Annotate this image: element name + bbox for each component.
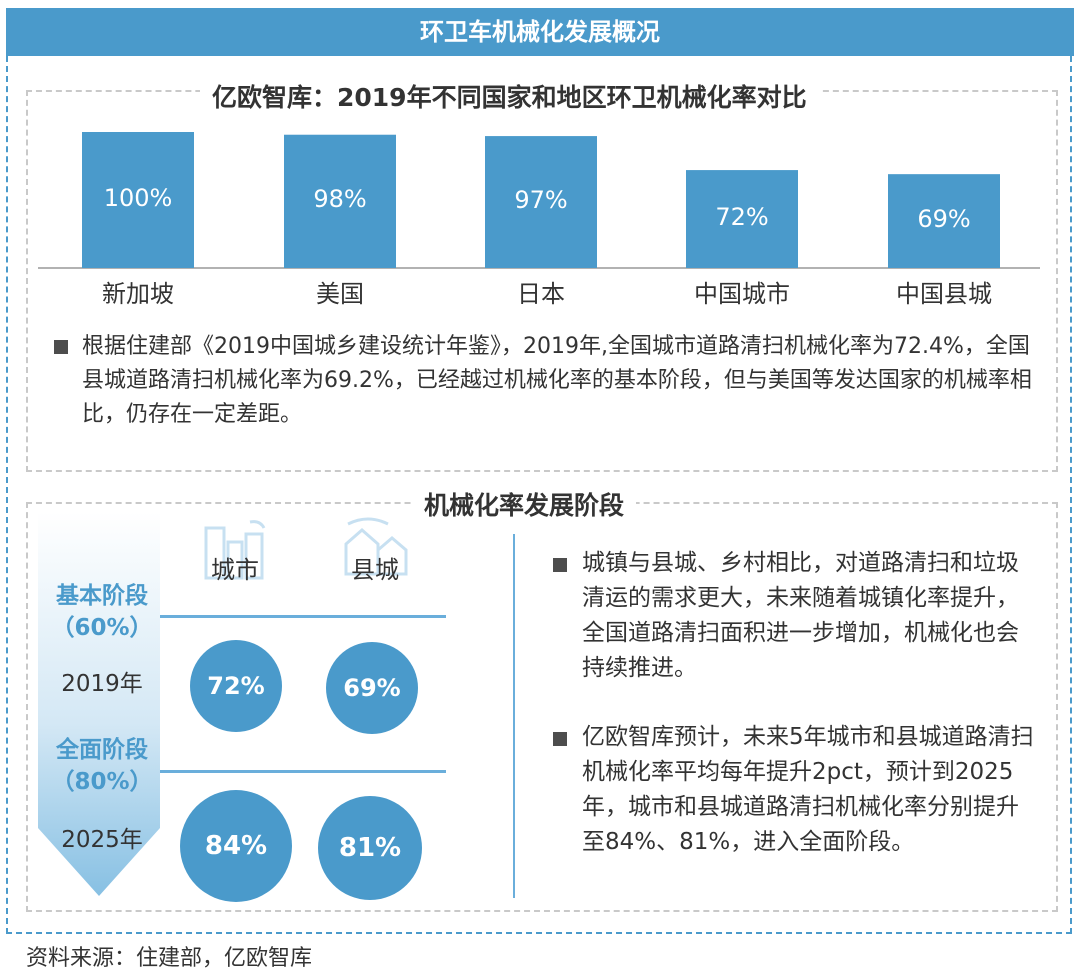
column-head-city: 城市 bbox=[211, 556, 259, 584]
bar-3 bbox=[686, 170, 798, 268]
rate-circle-city-0: 72% bbox=[190, 640, 282, 732]
rate-circle-county-0: 69% bbox=[326, 642, 418, 734]
panel-divider bbox=[513, 534, 515, 898]
page-banner: 环卫车机械化发展概况 bbox=[6, 8, 1074, 56]
stages-panel-title: 机械化率发展阶段 bbox=[412, 486, 637, 522]
bar-1 bbox=[284, 134, 396, 268]
bar-value-label-3: 72% bbox=[715, 203, 769, 232]
stage-divider-basic bbox=[160, 615, 446, 618]
rate-circle-city-1: 84% bbox=[180, 790, 292, 902]
county-houses-icon bbox=[344, 517, 408, 576]
rate-circle-county-1: 81% bbox=[318, 796, 422, 900]
bar-chart bbox=[38, 132, 1040, 269]
column-head-county: 县城 bbox=[351, 556, 399, 584]
forecast-bullet-1 bbox=[553, 558, 567, 572]
stage-arrow bbox=[38, 512, 160, 896]
source-note: 资料来源：住建部，亿欧智库 bbox=[26, 946, 313, 971]
forecast-text-2: 亿欧智库预计，未来5年城市和县城道路清扫机械化率平均每年提升2pct，预计到20… bbox=[582, 724, 1034, 855]
bar-value-label-1: 98% bbox=[313, 185, 367, 214]
forecast-bullet-2 bbox=[553, 732, 567, 746]
stage-divider-full bbox=[160, 770, 446, 773]
comparison-panel-title: 亿欧智库：2019年不同国家和地区环卫机械化率对比 bbox=[200, 78, 819, 114]
note-bullet bbox=[54, 340, 68, 354]
stage-year-basic: 2019年 bbox=[61, 671, 143, 697]
stage-target-basic: （60%） bbox=[51, 615, 153, 641]
bar-0 bbox=[82, 132, 194, 268]
category-label-0: 新加坡 bbox=[102, 280, 174, 308]
bar-4 bbox=[888, 174, 1000, 268]
bar-value-label-0: 100% bbox=[103, 184, 173, 212]
stage-name-full: 全面阶段 bbox=[56, 737, 148, 763]
category-label-4: 中国县城 bbox=[896, 280, 992, 308]
forecast-text-1: 城镇与县城、乡村相比，对道路清扫和垃圾清运的需求更大，未来随着城镇化率提升，全国… bbox=[582, 550, 1019, 681]
bar-2 bbox=[485, 136, 597, 268]
comparison-note: 根据住建部《2019中国城乡建设统计年鉴》，2019年,全国城市道路清扫机械化率… bbox=[82, 334, 1032, 427]
bar-value-label-2: 97% bbox=[514, 186, 568, 215]
category-label-2: 日本 bbox=[517, 280, 565, 308]
bar-value-label-4: 69% bbox=[917, 205, 971, 234]
stage-year-full: 2025年 bbox=[61, 827, 143, 853]
stage-target-full: （80%） bbox=[51, 769, 153, 795]
category-label-3: 中国城市 bbox=[694, 280, 790, 308]
category-label-1: 美国 bbox=[316, 280, 364, 308]
city-buildings-icon bbox=[204, 520, 266, 580]
outer-frame bbox=[6, 56, 1072, 934]
stage-name-basic: 基本阶段 bbox=[56, 583, 148, 609]
